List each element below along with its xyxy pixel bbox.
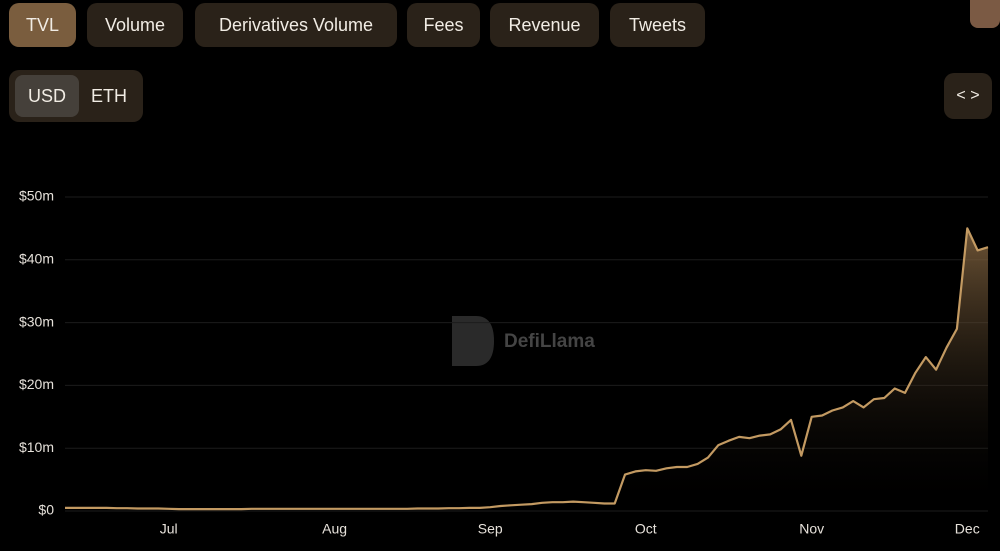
embed-button[interactable]: < > [944,73,992,119]
x-tick-label: Oct [635,521,657,537]
y-tick-label: $10m [19,439,54,455]
x-tick-label: Jul [160,521,178,537]
y-tick-label: $30m [19,313,54,329]
tab[interactable]: Derivatives Volume [195,3,397,47]
x-tick-label: Sep [478,521,503,537]
y-tick-label: $40m [19,251,54,267]
currency-eth[interactable]: ETH [91,85,127,106]
watermark-text: DefiLlama [504,331,595,352]
tab[interactable]: Volume [87,3,183,47]
x-tick-label: Nov [799,521,824,537]
avatar[interactable] [970,0,1000,28]
tab[interactable]: TVL [9,3,76,47]
y-tick-label: $50m [19,188,54,204]
watermark: DefiLlama [452,316,595,366]
currency-toggle: USD ETH [9,70,143,122]
area [65,228,988,511]
tab[interactable]: Revenue [490,3,599,47]
x-tick-label: Dec [955,521,980,537]
y-tick-label: $20m [19,376,54,392]
tvl-line [65,227,989,511]
tab[interactable]: Fees [407,3,480,47]
tab[interactable]: Tweets [610,3,705,47]
y-tick-label: $0 [38,502,54,518]
currency-usd[interactable]: USD [15,75,79,117]
x-tick-label: Aug [322,521,347,537]
